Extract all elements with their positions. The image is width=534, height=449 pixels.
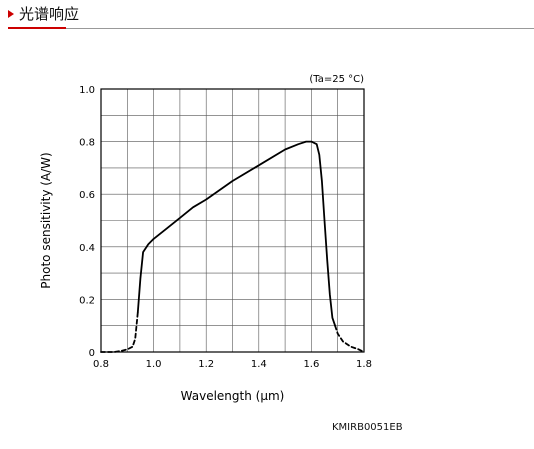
y-tick-label: 0.4 [79, 243, 95, 254]
x-tick-label: 0.8 [93, 359, 109, 370]
header-divider [8, 28, 534, 29]
section-title: 光谱响应 [19, 5, 80, 23]
y-axis-label: Photo sensitivity (A/W) [39, 152, 53, 288]
y-tick-label: 1.0 [79, 85, 95, 96]
x-axis-label: Wavelength (μm) [181, 389, 285, 403]
section-header: 光谱响应 [0, 0, 534, 30]
plot-frame [100, 88, 365, 353]
series-line-solid [136, 140, 337, 327]
y-tick-label: 0.8 [79, 138, 95, 149]
x-tick-label: 1.0 [146, 359, 162, 370]
x-tick-label: 1.2 [198, 359, 214, 370]
series-line-dashed [100, 311, 139, 353]
chart-grid [101, 89, 364, 352]
header-accent-underline [8, 27, 66, 29]
temperature-annotation: (Ta=25 °C) [309, 74, 364, 85]
y-tick-label: 0.2 [79, 295, 95, 306]
x-tick-label: 1.6 [303, 359, 319, 370]
y-tick-label: 0.6 [79, 190, 95, 201]
y-tick-label: 0 [89, 348, 95, 359]
triangle-marker-icon [8, 10, 14, 18]
tick-labels: 0.8 1.0 1.2 1.4 1.6 1.8 0 0.2 0.4 0.6 0.8 1.0 [79, 85, 372, 370]
data-series [100, 140, 365, 353]
x-tick-label: 1.8 [356, 359, 372, 370]
series-line-dashed [334, 324, 365, 353]
x-tick-label: 1.4 [251, 359, 267, 370]
figure-code: KMIRB0051EB [332, 422, 403, 433]
